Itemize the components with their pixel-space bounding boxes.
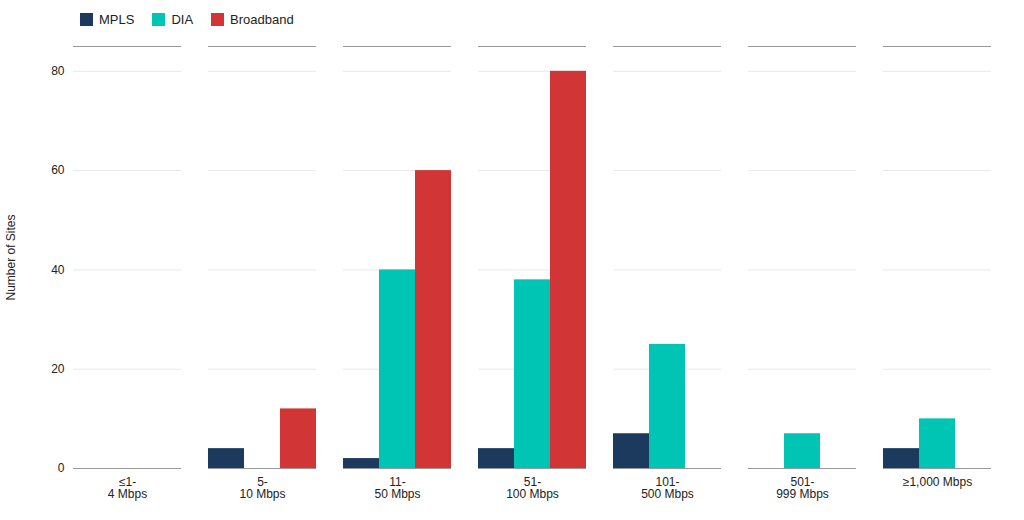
svg-text:40: 40 xyxy=(51,263,65,277)
svg-text:11-50 Mbps: 11-50 Mbps xyxy=(374,475,420,501)
html-text:DIA: DIA xyxy=(171,11,194,27)
svg-text:Number of Sites: Number of Sites xyxy=(4,214,18,300)
svg-text:0: 0 xyxy=(58,461,65,475)
svg-text:≥1,000 Mbps: ≥1,000 Mbps xyxy=(903,475,972,489)
svg-text:60: 60 xyxy=(51,163,65,177)
svg-text:5-10 Mbps: 5-10 Mbps xyxy=(239,475,285,501)
svg-text:80: 80 xyxy=(51,64,65,78)
svg-text:51-100 Mbps: 51-100 Mbps xyxy=(506,475,559,501)
html-text:MPLS: MPLS xyxy=(99,11,135,27)
svg-text:101-500 Mbps: 101-500 Mbps xyxy=(641,475,694,501)
svg-text:20: 20 xyxy=(51,362,65,376)
svg-text:501-999 Mbps: 501-999 Mbps xyxy=(776,475,829,501)
svg-text:≤1-4 Mbps: ≤1-4 Mbps xyxy=(108,475,147,501)
html-text:Broadband: Broadband xyxy=(230,11,294,27)
